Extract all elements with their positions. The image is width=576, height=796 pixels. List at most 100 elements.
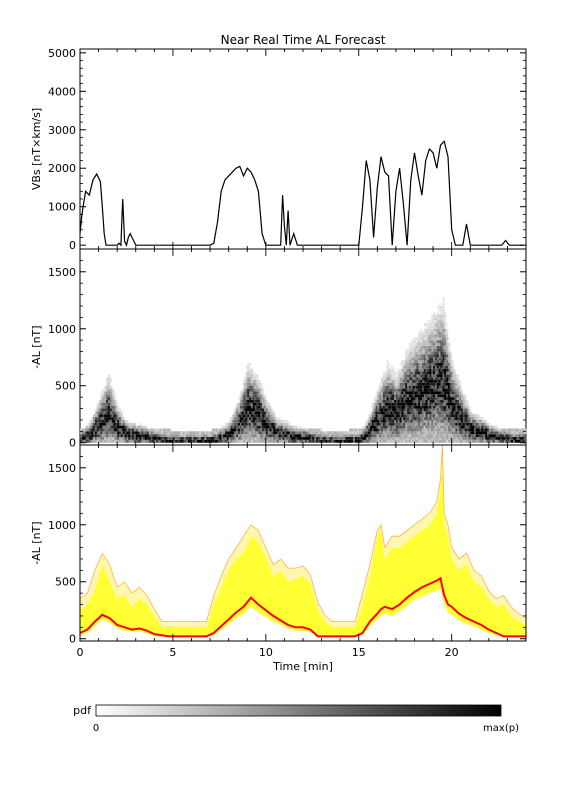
pdf-cell bbox=[126, 437, 129, 440]
pdf-cell bbox=[394, 377, 397, 381]
pdf-cell bbox=[429, 357, 432, 361]
pdf-cell bbox=[420, 382, 423, 386]
pdf-cell bbox=[104, 419, 107, 423]
pdf-cell bbox=[156, 434, 159, 438]
pdf-cell bbox=[444, 360, 447, 363]
pdf-cell bbox=[429, 360, 432, 363]
pdf-cell bbox=[407, 411, 410, 415]
pdf-cell bbox=[407, 365, 410, 369]
pdf-cell bbox=[434, 368, 438, 372]
pdf-cell bbox=[414, 360, 417, 363]
pdf-cell bbox=[239, 417, 242, 420]
pdf-cell bbox=[442, 417, 445, 420]
pdf-cell bbox=[238, 434, 241, 438]
pdf-cell bbox=[429, 368, 432, 372]
pdf-cell bbox=[412, 434, 415, 438]
pdf-cell bbox=[427, 374, 430, 378]
pdf-cell bbox=[260, 434, 263, 438]
pdf-cell bbox=[238, 397, 241, 400]
pdf-cell bbox=[369, 439, 373, 443]
pdf-cell bbox=[241, 394, 244, 398]
pdf-cell bbox=[243, 422, 246, 426]
pdf-cell bbox=[145, 428, 148, 432]
pdf-cell bbox=[438, 437, 441, 440]
pdf-cell bbox=[390, 405, 393, 409]
pdf-cell bbox=[451, 411, 454, 415]
pdf-cell bbox=[416, 374, 419, 378]
pdf-cell bbox=[394, 388, 397, 392]
pdf-cell bbox=[369, 417, 373, 420]
pdf-cell bbox=[191, 437, 194, 440]
pdf-cell bbox=[386, 439, 389, 443]
pdf-cell bbox=[264, 419, 267, 423]
pdf-cell bbox=[410, 388, 413, 392]
pdf-cell bbox=[278, 419, 281, 423]
pdf-cell bbox=[371, 431, 374, 435]
pdf-cell bbox=[462, 402, 465, 406]
pdf-cell bbox=[211, 439, 215, 443]
pdf-cell bbox=[423, 397, 426, 400]
pdf-cell bbox=[464, 425, 467, 429]
pdf-cell bbox=[198, 437, 202, 440]
pdf-cell bbox=[251, 402, 254, 406]
pdf-cell bbox=[433, 365, 436, 369]
pdf-cell bbox=[436, 354, 439, 358]
pdf-cell bbox=[228, 439, 231, 443]
pdf-cell bbox=[462, 400, 465, 403]
pdf-cell bbox=[405, 368, 408, 372]
pdf-cell bbox=[436, 439, 439, 443]
pdf-cell bbox=[418, 411, 421, 415]
forecast-y-axis-label: -AL [nT] bbox=[30, 521, 43, 564]
pdf-cell bbox=[107, 411, 111, 415]
pdf-cell bbox=[434, 365, 438, 369]
pdf-cell bbox=[356, 428, 360, 432]
pdf-cell bbox=[423, 382, 426, 386]
pdf-cell bbox=[453, 400, 456, 403]
pdf-cell bbox=[412, 391, 415, 395]
pdf-cell bbox=[505, 437, 508, 440]
pdf-cell bbox=[427, 380, 430, 383]
pdf-cell bbox=[394, 431, 397, 435]
pdf-cell bbox=[148, 434, 151, 438]
pdf-cell bbox=[438, 360, 441, 363]
pdf-cell bbox=[440, 439, 443, 443]
pdf-cell bbox=[420, 334, 423, 338]
pdf-cell bbox=[459, 431, 462, 435]
pdf-cell bbox=[433, 400, 436, 403]
pdf-cell bbox=[427, 320, 430, 324]
pdf-cell bbox=[258, 391, 261, 395]
pdf-cell bbox=[474, 434, 477, 438]
pdf-cell bbox=[130, 439, 133, 443]
pdf-cell bbox=[239, 439, 242, 443]
pdf-cell bbox=[446, 345, 449, 349]
pdf-cell bbox=[226, 422, 229, 426]
pdf-cell bbox=[457, 391, 460, 395]
pdf-cell bbox=[208, 434, 211, 438]
pdf-cell bbox=[252, 400, 255, 403]
pdf-cell bbox=[477, 425, 480, 429]
pdf-cell bbox=[494, 439, 497, 443]
pdf-cell bbox=[379, 434, 382, 438]
pdf-cell bbox=[111, 394, 114, 398]
pdf-cell bbox=[427, 425, 430, 429]
pdf-cell bbox=[444, 425, 447, 429]
pdf-cell bbox=[269, 422, 272, 426]
pdf-cell bbox=[120, 437, 124, 440]
pdf-cell bbox=[418, 377, 421, 381]
pdf-cell bbox=[412, 422, 415, 426]
pdf-cell bbox=[438, 402, 441, 406]
pdf-cell bbox=[397, 394, 400, 398]
pdf-cell bbox=[119, 422, 122, 426]
pdf-cell bbox=[373, 428, 376, 432]
pdf-cell bbox=[420, 417, 423, 420]
pdf-cell bbox=[438, 431, 441, 435]
pdf-cell bbox=[349, 431, 352, 435]
pdf-cell bbox=[442, 371, 445, 375]
pdf-cell bbox=[185, 434, 189, 438]
pdf-cell bbox=[412, 400, 415, 403]
pdf-cell bbox=[132, 434, 135, 438]
pdf-cell bbox=[260, 439, 263, 443]
pdf-cell bbox=[420, 371, 423, 375]
pdf-cell bbox=[440, 348, 443, 352]
forecast-band-area bbox=[80, 445, 526, 637]
